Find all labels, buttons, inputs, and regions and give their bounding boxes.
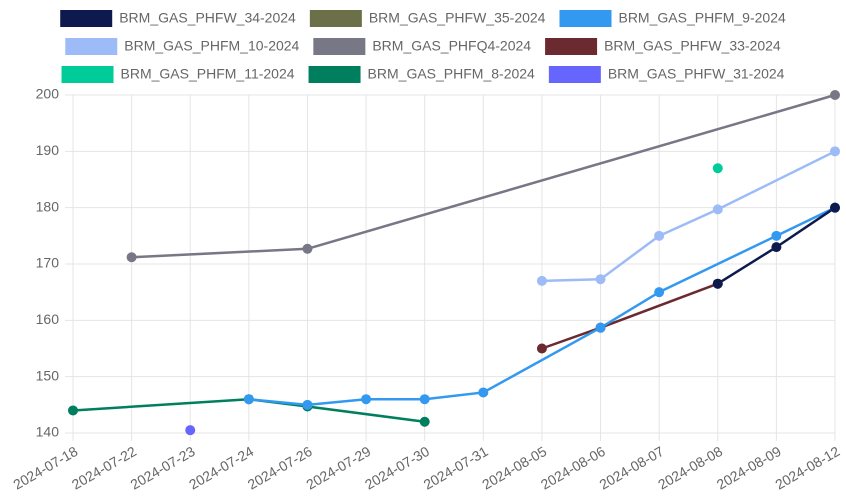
data-point [771,230,782,241]
data-point [536,343,547,354]
legend-label: BRM_GAS_PHFW_33-2024 [604,38,781,54]
series-line [600,282,719,329]
x-tick-label: 2024-08-08 [655,443,725,493]
data-point [68,405,78,416]
x-tick-label: 2024-08-09 [714,443,784,493]
x-tick-label: 2024-08-06 [538,443,608,493]
legend-item: BRM_GAS_PHFM_11-2024 [61,66,295,83]
data-point [478,387,489,398]
series-line [307,405,425,423]
legend-swatch [548,66,601,83]
legend-item: BRM_GAS_PHFM_9-2024 [559,10,786,27]
legend-label: BRM_GAS_PHFM_9-2024 [618,10,786,26]
legend-item: BRM_GAS_PHFM_10-2024 [65,38,300,55]
data-point [419,394,430,405]
data-point [654,230,665,241]
legend-item: BRM_GAS_PHFW_33-2024 [545,38,781,55]
legend-swatch [559,10,612,27]
x-tick-label: 2024-07-18 [10,443,80,493]
data-point [771,242,782,253]
series-line [307,93,836,250]
legend-label: BRM_GAS_PHFQ4-2024 [372,38,531,54]
data-point [830,90,840,100]
data-point [126,252,137,263]
data-point [712,204,723,215]
data-point [830,202,840,213]
legend-label: BRM_GAS_PHFW_34-2024 [119,10,296,26]
y-tick-label: 200 [36,86,60,102]
x-tick-label: 2024-07-29 [303,443,373,493]
legend-item: BRM_GAS_PHFQ4-2024 [313,38,531,55]
data-point [830,146,840,157]
data-point [302,399,313,410]
y-tick-label: 150 [36,367,60,383]
legend-label: BRM_GAS_PHFM_10-2024 [124,38,299,54]
series-line [717,246,778,285]
x-tick-label: 2024-07-30 [362,443,432,493]
legend-swatch [61,66,114,83]
data-point [536,275,547,286]
legend-swatch [313,38,366,55]
data-point [243,394,254,405]
series-line [424,391,484,401]
legend-label: BRM_GAS_PHFM_8-2024 [368,66,536,82]
legend-label: BRM_GAS_PHFW_35-2024 [369,10,546,26]
x-tick-label: 2024-07-26 [245,443,315,493]
series-line [131,247,308,259]
series-line [541,326,601,350]
data-point [185,425,196,436]
data-point [595,274,606,285]
series-line [541,277,601,283]
series-line [307,397,367,407]
x-tick-label: 2024-08-12 [772,443,842,493]
y-tick-label: 160 [36,311,60,327]
series-line [599,291,660,329]
legend-item: BRM_GAS_PHFM_8-2024 [308,66,536,83]
x-tick-label: 2024-08-05 [479,443,549,493]
data-point [654,287,665,298]
data-point [595,322,606,333]
series-line [599,234,660,281]
x-tick-label: 2024-07-23 [128,443,198,493]
y-tick-label: 170 [36,255,60,271]
series-line [482,326,602,394]
series-line [717,150,836,211]
x-tick-label: 2024-07-24 [186,443,256,493]
series-line [775,206,836,237]
legend-swatch [545,38,598,55]
legend-swatch [65,38,118,55]
legend-item: BRM_GAS_PHFW_34-2024 [60,10,296,27]
data-point [302,243,313,254]
series-line [775,206,836,249]
series-line [72,397,249,412]
data-point [361,394,372,405]
y-tick-label: 190 [36,142,60,158]
data-point [712,163,723,174]
x-tick-label: 2024-07-22 [69,443,139,493]
legend-swatch [60,10,113,27]
legend-item: BRM_GAS_PHFW_35-2024 [309,10,546,27]
y-tick-label: 180 [36,198,60,214]
x-tick-label: 2024-08-07 [596,443,666,493]
legend-swatch [309,10,362,27]
data-point [712,278,723,289]
x-tick-label: 2024-07-31 [421,443,491,493]
legend-label: BRM_GAS_PHFM_11-2024 [121,66,295,82]
series-line [248,397,308,407]
series-line [658,234,777,294]
y-tick-label: 140 [36,424,60,440]
legend-swatch [308,66,361,83]
legend-label: BRM_GAS_PHFW_31-2024 [608,66,785,82]
series-line [658,208,719,237]
data-point [419,416,430,427]
legend-item: BRM_GAS_PHFW_31-2024 [548,66,785,83]
